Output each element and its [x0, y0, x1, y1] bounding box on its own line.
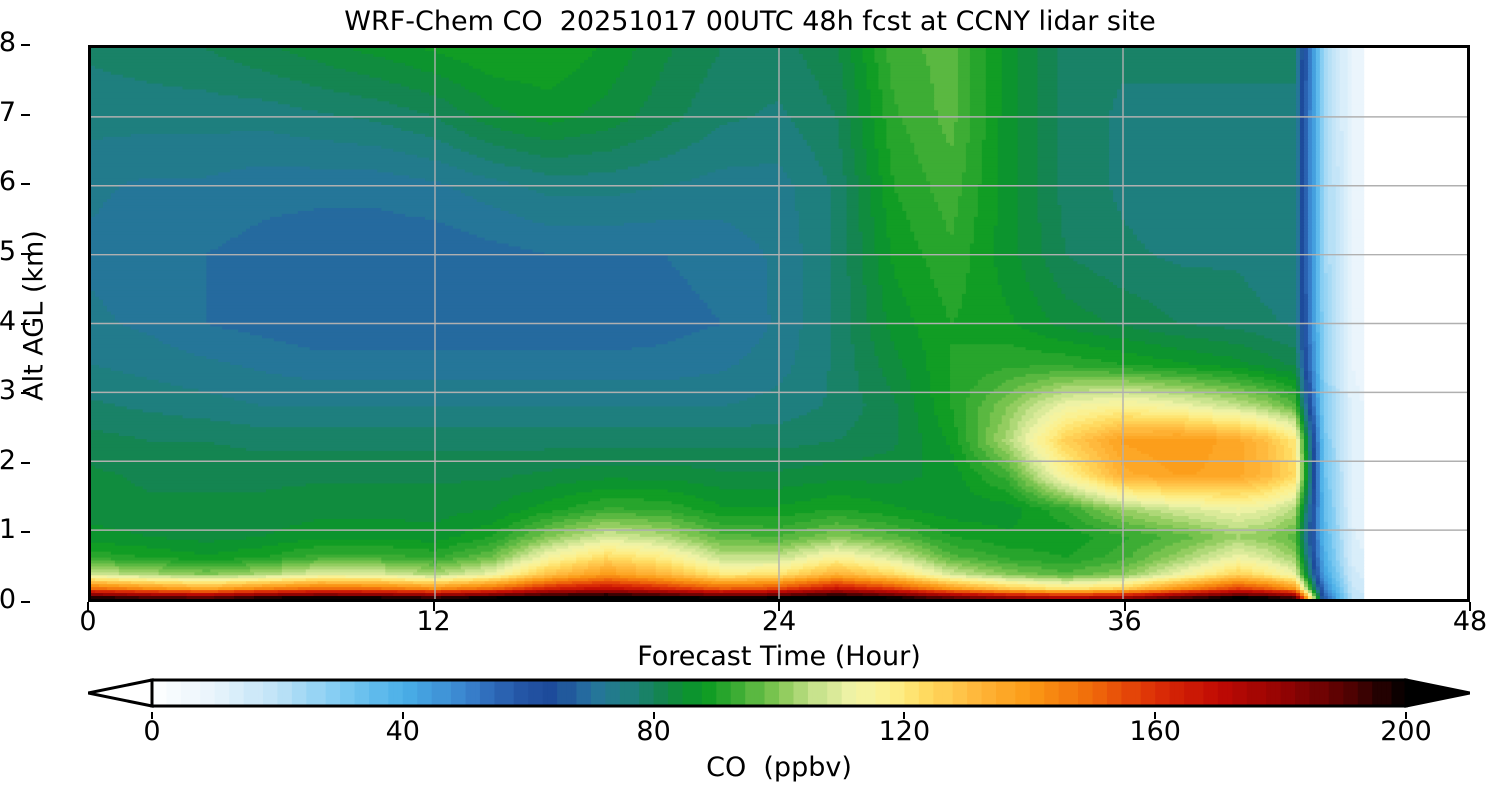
colorbar-tick-mark — [151, 712, 153, 719]
x-tick-mark — [1469, 602, 1471, 611]
plot-area — [88, 45, 1470, 602]
figure-title: WRF-Chem CO 20251017 00UTC 48h fcst at C… — [344, 6, 1156, 37]
colorbar-tick-label-120: 120 — [878, 716, 931, 747]
colorbar-tick-label-80: 80 — [636, 716, 671, 747]
y-tick-label-4: 4 — [0, 305, 16, 337]
y-tick-label-8: 8 — [0, 27, 16, 58]
colorbar — [88, 676, 1470, 716]
y-tick-mark — [21, 601, 30, 603]
y-axis-label: Alt AGL (km) — [18, 230, 50, 401]
y-tick-mark — [21, 531, 30, 534]
contour-field — [91, 48, 1365, 599]
y-tick-label-3: 3 — [0, 375, 16, 407]
y-tick-mark — [21, 44, 30, 46]
colorbar-tick-mark — [903, 712, 906, 719]
y-tick-mark — [21, 252, 30, 255]
x-tick-label-48: 48 — [1452, 606, 1488, 637]
colorbar-tick-mark — [652, 712, 655, 719]
x-tick-label-24: 24 — [761, 606, 797, 637]
y-tick-mark — [21, 113, 30, 116]
x-tick-mark — [87, 602, 89, 611]
y-tick-mark — [21, 392, 30, 395]
colorbar-label: CO (ppbv) — [706, 752, 852, 783]
x-tick-mark — [778, 602, 780, 611]
colorbar-tick-mark — [1154, 712, 1157, 719]
colorbar-tick-label-40: 40 — [385, 716, 420, 747]
x-tick-mark — [1123, 602, 1126, 611]
y-tick-label-2: 2 — [0, 444, 16, 476]
x-tick-label-36: 36 — [1107, 606, 1142, 637]
y-tick-label-5: 5 — [0, 235, 16, 267]
colorbar-tick-mark — [401, 712, 404, 719]
y-tick-label-7: 7 — [0, 96, 16, 128]
x-tick-mark — [432, 602, 435, 611]
y-tick-mark — [21, 461, 30, 464]
colorbar-tick-label-160: 160 — [1129, 716, 1181, 747]
y-tick-mark — [21, 322, 30, 325]
y-tick-label-0: 0 — [0, 584, 16, 615]
x-tick-label-0: 0 — [79, 606, 97, 637]
colorbar-tick-label-0: 0 — [143, 716, 161, 747]
x-tick-label-12: 12 — [416, 606, 451, 637]
colorbar-tick-label-200: 200 — [1380, 716, 1432, 747]
y-tick-label-6: 6 — [0, 166, 16, 198]
gridlines — [91, 48, 1467, 599]
colorbar-tick-mark — [1405, 712, 1407, 719]
colorbar-gradient — [88, 678, 1470, 708]
y-tick-mark — [21, 183, 30, 186]
x-axis-label: Forecast Time (Hour) — [637, 641, 921, 672]
y-tick-label-1: 1 — [0, 514, 16, 546]
